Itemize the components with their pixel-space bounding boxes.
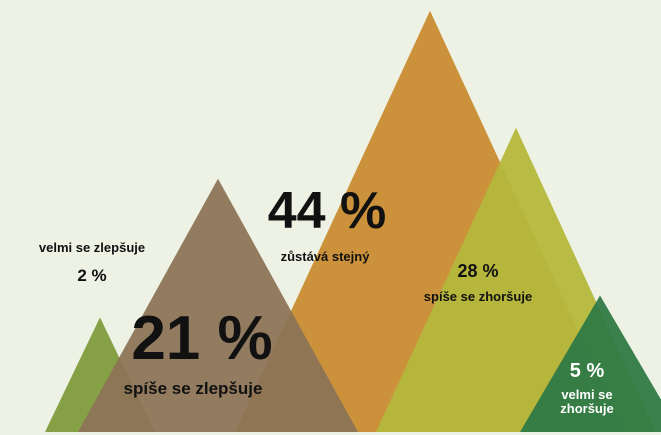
category-label: velmi se zhoršuje xyxy=(552,388,622,417)
value-label: 5 % xyxy=(552,360,622,382)
value-label: 2 % xyxy=(22,267,162,286)
category-label: zůstává stejný xyxy=(245,250,405,264)
infographic: 2 % velmi se zlepšuje 21 % spíše se zlepšuj… xyxy=(0,0,661,435)
category-label: spíše se zhoršuje xyxy=(398,290,558,304)
value-label: 44 % xyxy=(247,183,407,240)
value-label: 28 % xyxy=(398,262,558,282)
category-label: velmi se zlepšuje xyxy=(22,241,162,255)
value-label: 21 % xyxy=(102,305,302,373)
category-label: spíše se zlepšuje xyxy=(93,380,293,399)
